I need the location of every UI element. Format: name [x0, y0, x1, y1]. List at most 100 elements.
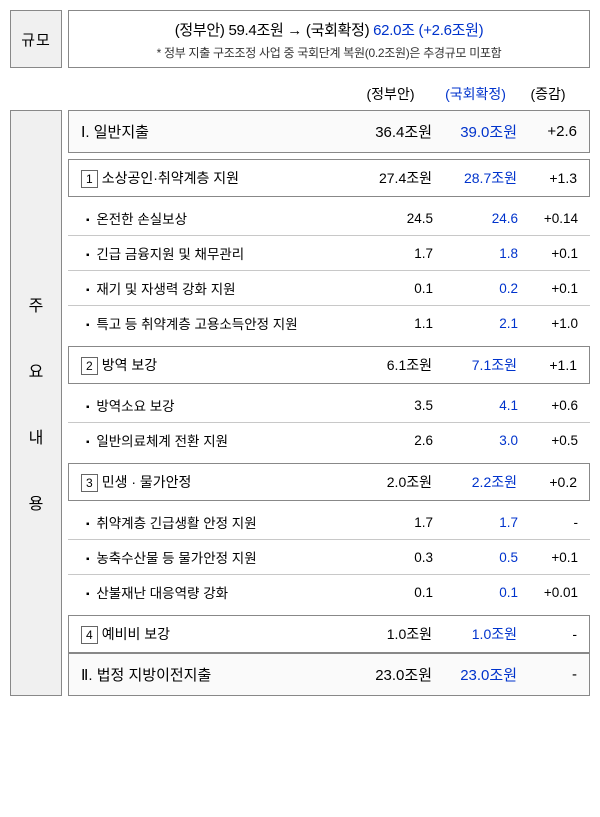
item-value-gov: 3.5 [348, 398, 433, 413]
row-line: 4예비비 보강1.0조원1.0조원- [81, 624, 577, 644]
item-row: 취약계층 긴급생활 안정 지원1.71.7- [68, 505, 590, 540]
item-value-assembly: 0.1 [433, 585, 518, 600]
item-value-assembly: 0.5 [433, 550, 518, 565]
row-line: Ⅱ. 법정 지방이전지출23.0조원23.0조원- [81, 664, 577, 685]
item-value-assembly: 1.7 [433, 515, 518, 530]
item-value-gov: 0.1 [348, 281, 433, 296]
row-label: Ⅰ. 일반지출 [81, 121, 347, 142]
item-label: 온전한 손실보상 [86, 208, 348, 228]
row-line: 3민생 · 물가안정2.0조원2.2조원+0.2 [81, 472, 577, 492]
side-label-char: 주 [29, 292, 44, 316]
col-header-1: (정부안) [348, 84, 433, 104]
item-row: 긴급 금융지원 및 채무관리1.71.8+0.1 [68, 236, 590, 271]
item-value-diff: - [518, 515, 578, 530]
scale-main-prefix: (정부안) 59.4조원 → (국회확정) [175, 22, 373, 39]
item-value-gov: 0.1 [348, 585, 433, 600]
value-gov: 27.4조원 [347, 168, 432, 188]
item-value-assembly: 2.1 [433, 316, 518, 331]
item-row: 농축수산물 등 물가안정 지원0.30.5+0.1 [68, 540, 590, 575]
item-label: 일반의료체계 전환 지원 [86, 430, 348, 450]
row-label: 2방역 보강 [81, 355, 347, 375]
item-value-diff: +0.1 [518, 550, 578, 565]
side-label-char: 내 [29, 424, 44, 448]
scale-label: 규모 [10, 10, 62, 68]
item-value-gov: 1.7 [348, 515, 433, 530]
side-label: 주 요 내 용 [10, 110, 62, 696]
item-list: 취약계층 긴급생활 안정 지원1.71.7-농축수산물 등 물가안정 지원0.3… [68, 505, 590, 609]
subsection-box: 1소상공인·취약계층 지원27.4조원28.7조원+1.3 [68, 159, 590, 197]
value-gov: 6.1조원 [347, 355, 432, 375]
row-line: Ⅰ. 일반지출 36.4조원39.0조원+2.6 [81, 121, 577, 142]
value-diff: - [517, 666, 577, 683]
item-list: 온전한 손실보상24.524.6+0.14긴급 금융지원 및 채무관리1.71.… [68, 201, 590, 340]
row-label-text: 예비비 보강 [102, 626, 170, 642]
section-box: Ⅰ. 일반지출 36.4조원39.0조원+2.6 [68, 110, 590, 153]
item-value-gov: 2.6 [348, 433, 433, 448]
content-area: Ⅰ. 일반지출36.4조원39.0조원+2.61소상공인·취약계층 지원27.4… [68, 110, 590, 696]
row-label-text: 방역 보강 [102, 357, 157, 373]
value-diff: +2.6 [517, 123, 577, 140]
value-diff: +1.1 [517, 357, 577, 373]
item-value-assembly: 24.6 [433, 211, 518, 226]
section-number: 4 [81, 626, 98, 644]
item-label: 농축수산물 등 물가안정 지원 [86, 547, 348, 567]
subsection-box: 2방역 보강6.1조원7.1조원+1.1 [68, 346, 590, 384]
item-label: 긴급 금융지원 및 채무관리 [86, 243, 348, 263]
item-value-assembly: 1.8 [433, 246, 518, 261]
row-label-text: Ⅱ. 법정 지방이전지출 [81, 667, 211, 684]
item-row: 재기 및 자생력 강화 지원0.10.2+0.1 [68, 271, 590, 306]
side-label-char: 용 [29, 490, 44, 514]
scale-note: * 정부 지출 구조조정 사업 중 국회단계 복원(0.2조원)은 추경규모 미… [81, 44, 577, 61]
item-row: 방역소요 보강3.54.1+0.6 [68, 388, 590, 423]
section-number: 1 [81, 170, 98, 188]
value-gov: 1.0조원 [347, 624, 432, 644]
scale-box: (정부안) 59.4조원 → (국회확정) 62.0조 (+2.6조원) * 정… [68, 10, 590, 68]
item-label: 특고 등 취약계층 고용소득안정 지원 [86, 313, 348, 333]
item-value-diff: +1.0 [518, 316, 578, 331]
subsection-box: 4예비비 보강1.0조원1.0조원- [68, 615, 590, 653]
item-value-assembly: 0.2 [433, 281, 518, 296]
item-label: 재기 및 자생력 강화 지원 [86, 278, 348, 298]
value-assembly: 23.0조원 [432, 664, 517, 685]
subsection-box: 3민생 · 물가안정2.0조원2.2조원+0.2 [68, 463, 590, 501]
item-value-gov: 24.5 [348, 211, 433, 226]
row-line: 1소상공인·취약계층 지원27.4조원28.7조원+1.3 [81, 168, 577, 188]
value-gov: 2.0조원 [347, 472, 432, 492]
row-label-text: Ⅰ. 일반지출 [81, 124, 149, 141]
main-row: 주 요 내 용 Ⅰ. 일반지출 36.4조원39.0조원+2.6 1소상공인·취약계… [10, 110, 590, 696]
value-diff: +0.2 [517, 474, 577, 490]
item-value-diff: +0.5 [518, 433, 578, 448]
item-value-gov: 0.3 [348, 550, 433, 565]
row-line: 2방역 보강6.1조원7.1조원+1.1 [81, 355, 577, 375]
scale-main: (정부안) 59.4조원 → (국회확정) 62.0조 (+2.6조원) [81, 19, 577, 40]
item-value-assembly: 4.1 [433, 398, 518, 413]
scale-row: 규모 (정부안) 59.4조원 → (국회확정) 62.0조 (+2.6조원) … [10, 10, 590, 68]
value-assembly: 2.2조원 [432, 472, 517, 492]
item-row: 특고 등 취약계층 고용소득안정 지원1.12.1+1.0 [68, 306, 590, 340]
row-label-text: 민생 · 물가안정 [102, 474, 192, 490]
value-gov: 36.4조원 [347, 121, 432, 142]
row-label-text: 소상공인·취약계층 지원 [102, 170, 239, 186]
row-label: 3민생 · 물가안정 [81, 472, 347, 492]
item-row: 일반의료체계 전환 지원2.63.0+0.5 [68, 423, 590, 457]
section-number: 2 [81, 357, 98, 375]
item-label: 방역소요 보강 [86, 395, 348, 415]
value-diff: - [517, 626, 577, 642]
row-label: 1소상공인·취약계층 지원 [81, 168, 347, 188]
section-number: 3 [81, 474, 98, 492]
value-assembly: 1.0조원 [432, 624, 517, 644]
item-label: 산불재난 대응역량 강화 [86, 582, 348, 602]
col-header-2: (국회확정) [433, 84, 518, 104]
scale-main-blue: 62.0조 (+2.6조원) [373, 22, 483, 39]
item-value-diff: +0.1 [518, 246, 578, 261]
section-box: Ⅱ. 법정 지방이전지출23.0조원23.0조원- [68, 653, 590, 696]
column-headers: (정부안) (국회확정) (증감) [10, 80, 590, 110]
item-value-diff: +0.01 [518, 585, 578, 600]
side-label-char: 요 [29, 358, 44, 382]
item-list: 방역소요 보강3.54.1+0.6일반의료체계 전환 지원2.63.0+0.5 [68, 388, 590, 457]
item-value-assembly: 3.0 [433, 433, 518, 448]
value-assembly: 39.0조원 [432, 121, 517, 142]
value-assembly: 28.7조원 [432, 168, 517, 188]
col-header-3: (증감) [518, 84, 578, 104]
item-value-gov: 1.7 [348, 246, 433, 261]
